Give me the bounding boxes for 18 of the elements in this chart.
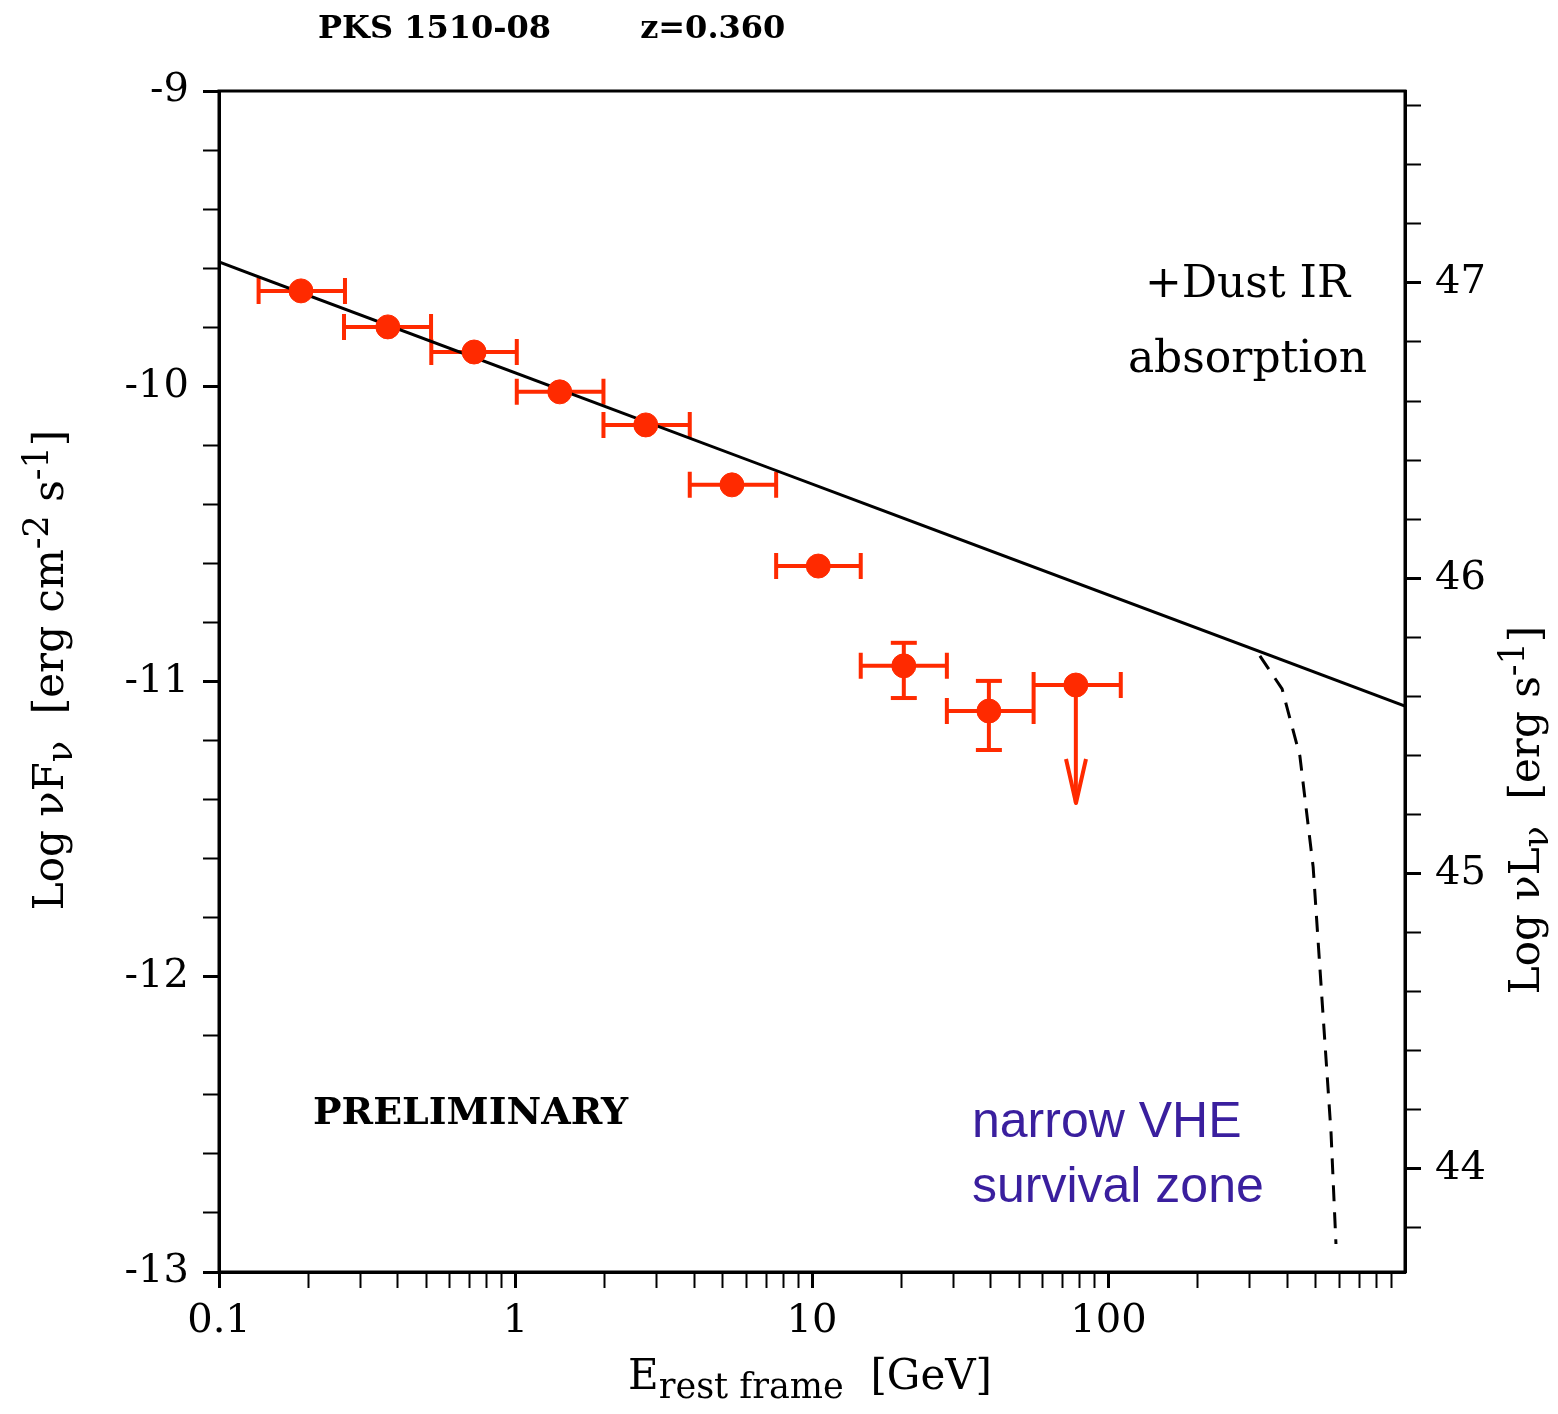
x-tick-label: 1 [502, 1295, 529, 1342]
chart-title: PKS 1510-08 z=0.360 [318, 8, 786, 46]
y2-tick-label: 45 [1435, 846, 1486, 893]
annotation: +Dust IR absorption [1126, 255, 1369, 384]
x-axis-title: E$_{rest frame}$ [GeV] [628, 1350, 992, 1407]
y-tick-label: -10 [124, 359, 189, 406]
x-tick-label: 10 [786, 1295, 838, 1342]
y-tick-label: -12 [124, 950, 189, 997]
y2-tick-label: 44 [1435, 1142, 1486, 1189]
y-tick-label: -11 [124, 654, 189, 701]
x-tick-label: 0.1 [187, 1295, 251, 1342]
y-tick-label: -13 [124, 1245, 189, 1292]
annotation: PRELIMINARY [313, 1088, 629, 1133]
y-tick-label: -9 [150, 64, 189, 111]
y2-tick-label: 47 [1435, 256, 1486, 303]
y2-tick-label: 46 [1435, 551, 1486, 598]
annotation: narrow VHE survival zone [972, 1091, 1265, 1215]
x-tick-label: 100 [1070, 1295, 1147, 1342]
